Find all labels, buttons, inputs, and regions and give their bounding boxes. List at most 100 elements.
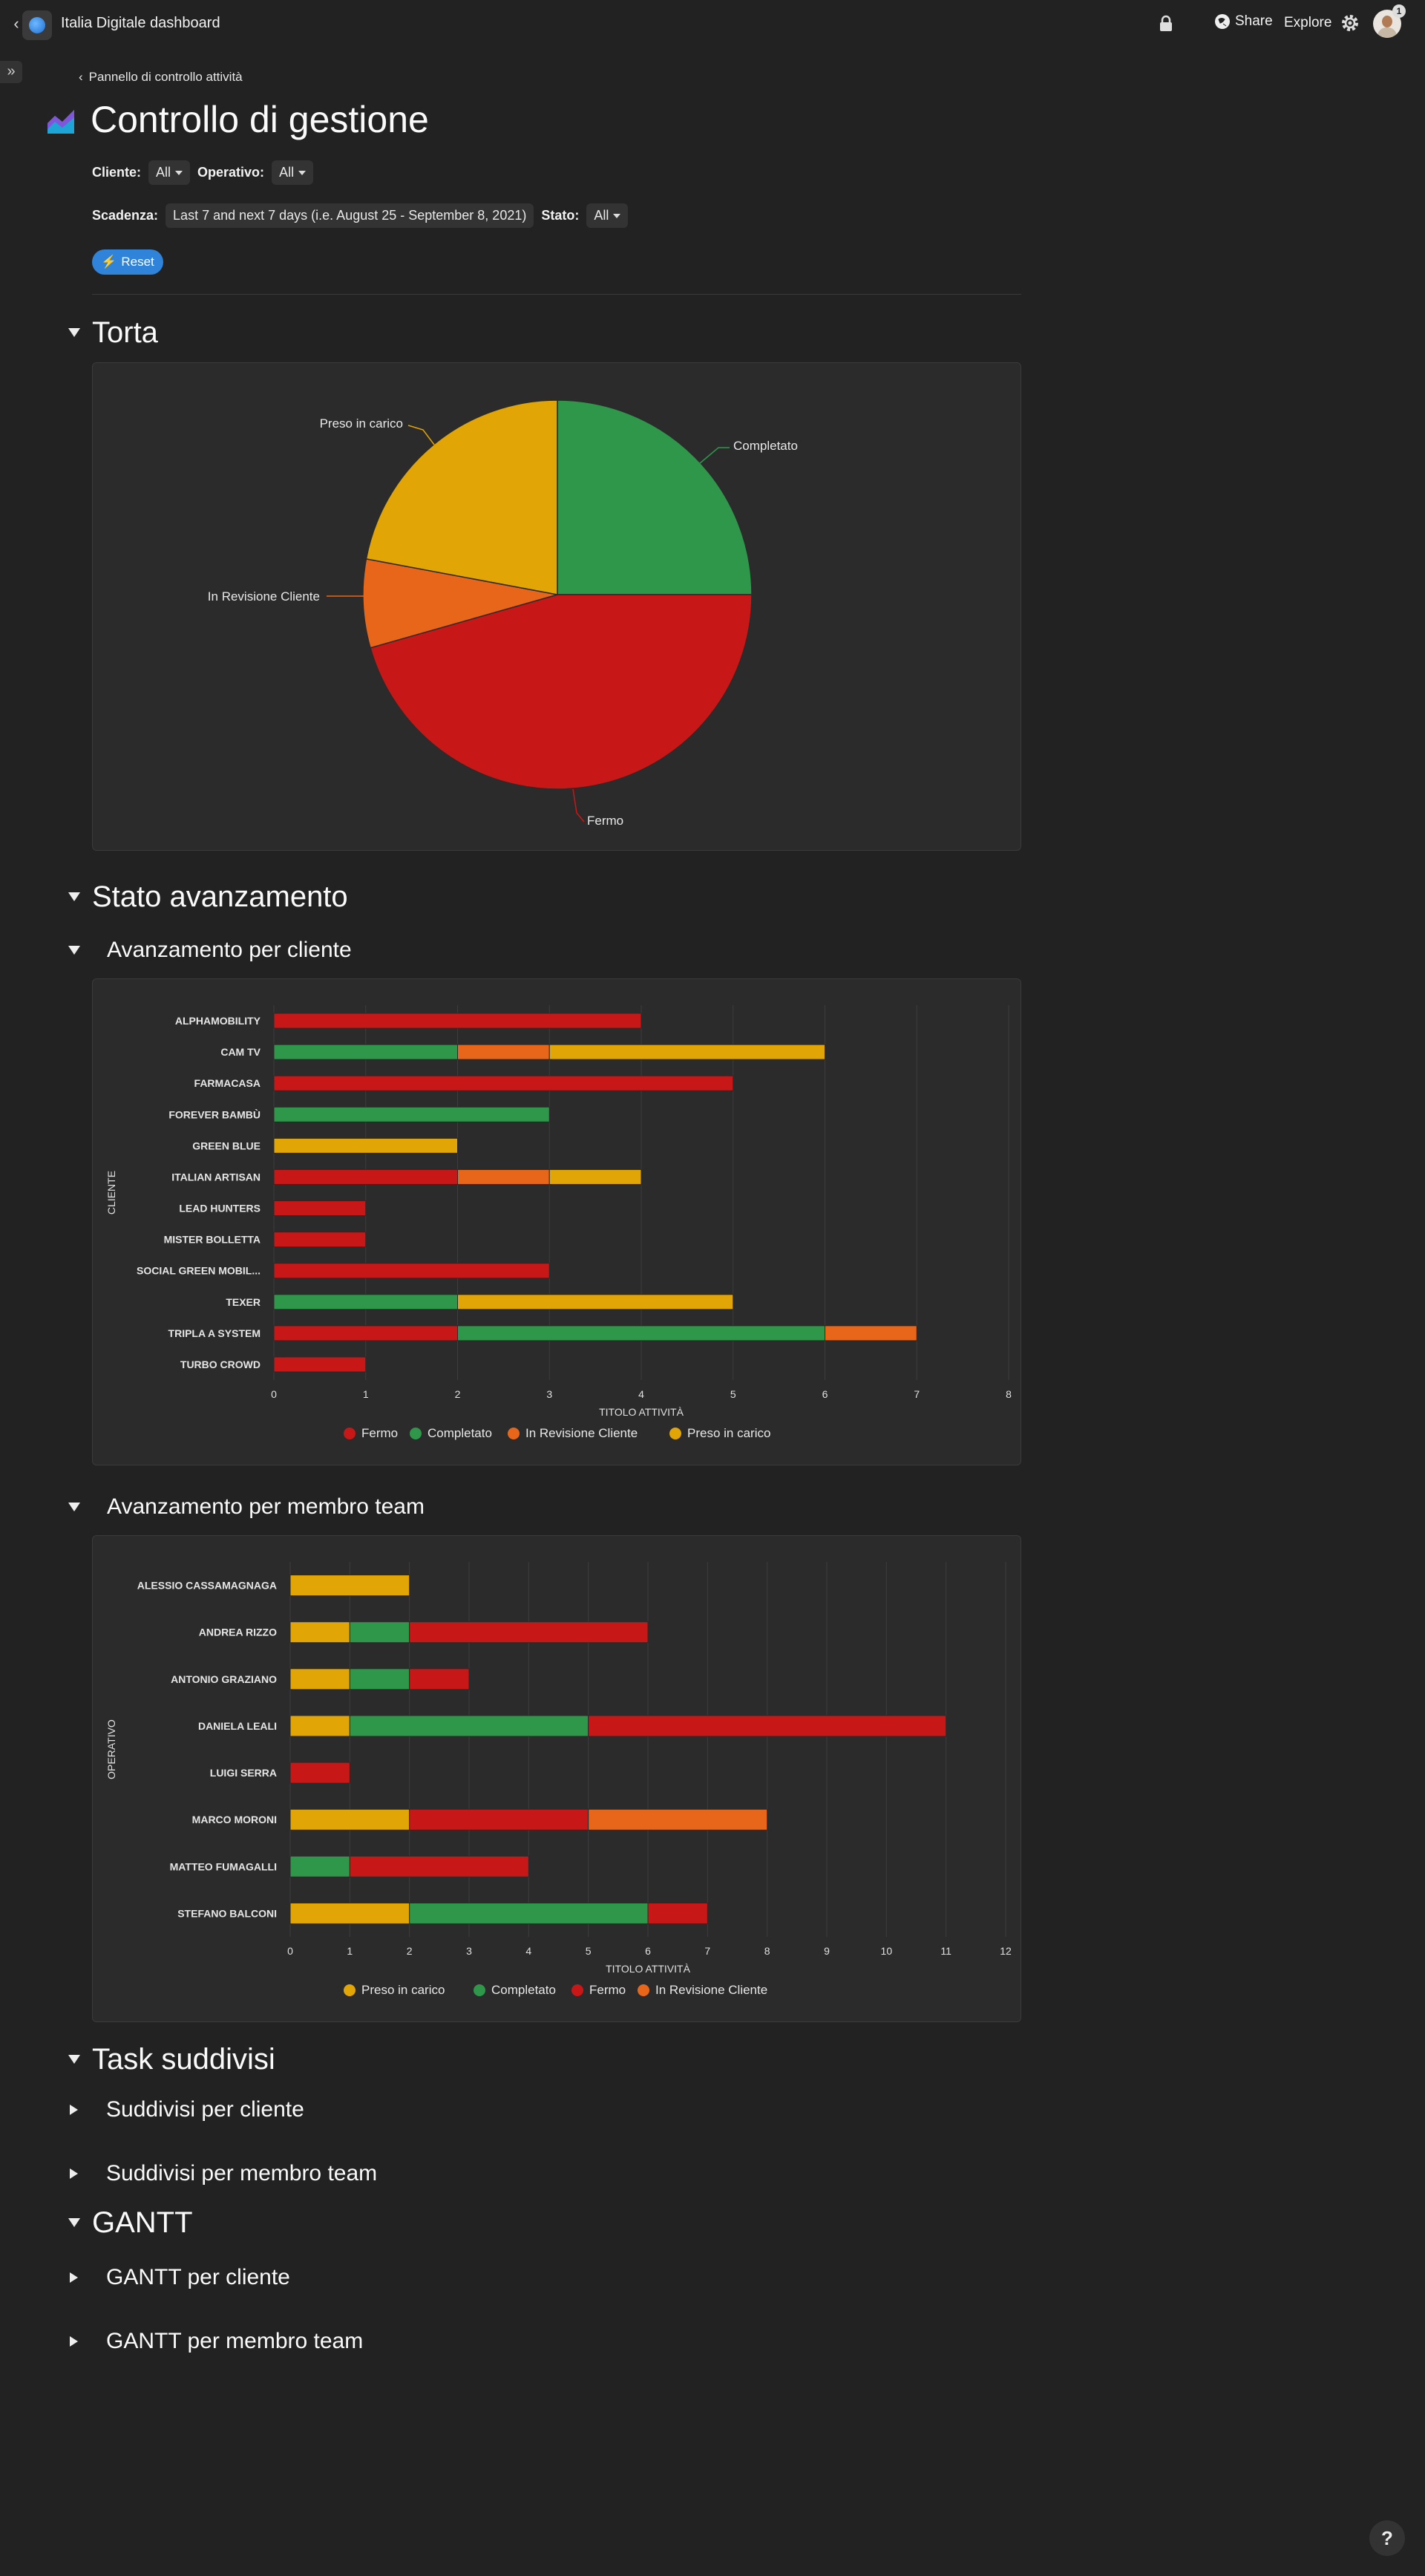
collapse-triangle-icon — [68, 892, 80, 901]
x-axis-title: TITOLO ATTIVITÀ — [606, 1963, 690, 1975]
section-gantt[interactable]: GANTT — [68, 2203, 193, 2242]
gear-icon[interactable] — [1340, 13, 1360, 33]
section-sudd-cliente[interactable]: Suddivisi per cliente — [70, 2095, 304, 2125]
section-gantt-membro[interactable]: GANTT per membro team — [70, 2327, 363, 2356]
bar-completato — [273, 1044, 458, 1060]
expand-triangle-icon — [70, 2168, 78, 2179]
bar-fermo — [273, 1325, 458, 1341]
cliente-filter-label: Cliente: — [92, 165, 142, 180]
stato-filter-label: Stato: — [541, 208, 580, 223]
x-tick-label: 2 — [407, 1945, 413, 1957]
legend-label: Preso in carico — [687, 1426, 770, 1440]
legend-item-completato: Completato — [410, 1426, 492, 1440]
back-chevron-icon[interactable]: ‹ — [13, 14, 19, 33]
help-button[interactable]: ? — [1369, 2520, 1405, 2556]
section-per-membro[interactable]: Avanzamento per membro team — [68, 1492, 425, 1522]
explore-button[interactable]: Explore — [1284, 15, 1332, 30]
operativo-filter-value: All — [279, 165, 295, 180]
x-tick-label: 7 — [914, 1388, 920, 1400]
y-category-label: DANIELA LEALI — [198, 1720, 277, 1732]
section-stato[interactable]: Stato avanzamento — [68, 877, 348, 916]
avatar[interactable] — [1373, 10, 1401, 38]
y-axis-title: OPERATIVO — [105, 1719, 117, 1779]
legend-swatch — [638, 1984, 649, 1996]
filter-row-2: Scadenza: Last 7 and next 7 days (i.e. A… — [92, 203, 629, 228]
legend-label: Completato — [428, 1426, 492, 1440]
collapse-triangle-icon — [68, 1503, 80, 1511]
reset-button[interactable]: ⚡ Reset — [92, 249, 163, 275]
breadcrumb[interactable]: ‹ Pannello di controllo attività — [79, 70, 243, 85]
x-axis-title: TITOLO ATTIVITÀ — [599, 1406, 684, 1418]
bar-completato — [349, 1715, 589, 1737]
y-category-label: MISTER BOLLETTA — [164, 1234, 261, 1246]
sidebar-expand-icon[interactable]: » — [0, 61, 22, 83]
bar-preso-in-carico — [289, 1902, 410, 1924]
pie-slice-completato — [557, 399, 753, 595]
bar-completato — [273, 1106, 550, 1122]
section-gantt-cliente[interactable]: GANTT per cliente — [70, 2263, 290, 2292]
page-title: Controllo di gestione — [91, 99, 429, 140]
scadenza-filter-select[interactable]: Last 7 and next 7 days (i.e. August 25 -… — [166, 203, 534, 228]
bar-completato — [349, 1621, 410, 1644]
legend-item-fermo: Fermo — [571, 1983, 626, 1997]
app-logo[interactable] — [22, 10, 52, 40]
section-task-title: Task suddivisi — [92, 2042, 275, 2076]
bar-completato — [349, 1668, 410, 1690]
x-tick-label: 1 — [347, 1945, 353, 1957]
cliente-filter-select[interactable]: All — [148, 160, 191, 185]
collapse-triangle-icon — [68, 2055, 80, 2064]
legend-label: Completato — [491, 1983, 556, 1997]
legend-swatch — [344, 1428, 356, 1439]
globe-icon — [29, 17, 45, 33]
stato-filter-select[interactable]: All — [586, 203, 629, 228]
bar-completato — [273, 1294, 458, 1310]
section-per-cliente-title: Avanzamento per cliente — [107, 938, 352, 962]
y-category-label: ANTONIO GRAZIANO — [171, 1673, 277, 1685]
section-torta[interactable]: Torta — [68, 313, 158, 352]
pie-label-fermo: Fermo — [587, 814, 623, 828]
x-tick-label: 2 — [455, 1388, 461, 1400]
x-tick-label: 6 — [822, 1388, 828, 1400]
y-category-label: MATTEO FUMAGALLI — [170, 1860, 277, 1872]
bar-fermo — [647, 1902, 708, 1924]
x-tick-label: 12 — [1000, 1945, 1012, 1957]
caret-down-icon — [175, 171, 183, 176]
y-category-label: SOCIAL GREEN MOBIL... — [137, 1265, 261, 1277]
bar-preso-in-carico — [457, 1294, 734, 1310]
bar-preso-in-carico — [289, 1668, 350, 1690]
section-task[interactable]: Task suddivisi — [68, 2040, 275, 2079]
bar-fermo — [349, 1855, 529, 1877]
section-per-cliente[interactable]: Avanzamento per cliente — [68, 935, 352, 965]
y-category-label: MARCO MORONI — [192, 1814, 277, 1825]
bar-in-revisione-cliente — [825, 1325, 917, 1341]
bar-fermo — [588, 1715, 947, 1737]
pie-chart-panel: Completato Fermo In Revisione Cliente Preso… — [92, 362, 1021, 851]
pie-slice-in-revisione-cliente — [362, 558, 558, 649]
filter-row-1: Cliente: All Operativo: All — [92, 160, 314, 185]
x-tick-label: 0 — [287, 1945, 293, 1957]
bar-preso-in-carico — [548, 1044, 825, 1060]
operativo-filter-select[interactable]: All — [272, 160, 314, 185]
x-tick-label: 9 — [824, 1945, 830, 1957]
y-category-label: CAM TV — [220, 1046, 261, 1058]
section-gantt-title: GANTT — [92, 2206, 193, 2239]
section-stato-title: Stato avanzamento — [92, 880, 348, 913]
bar-preso-in-carico — [289, 1808, 410, 1831]
y-category-label: STEFANO BALCONI — [177, 1907, 277, 1919]
operativo-filter-label: Operativo: — [197, 165, 265, 180]
pie-leader-line — [572, 788, 585, 823]
cliente-filter-value: All — [156, 165, 171, 180]
share-button[interactable]: Share — [1214, 13, 1273, 30]
legend-label: Fermo — [589, 1983, 626, 1997]
x-tick-label: 7 — [704, 1945, 710, 1957]
section-per-membro-title: Avanzamento per membro team — [107, 1494, 425, 1519]
y-category-label: ITALIAN ARTISAN — [171, 1171, 261, 1183]
x-tick-label: 4 — [638, 1388, 644, 1400]
lock-icon[interactable] — [1158, 15, 1174, 33]
legend-item-preso-in-carico: Preso in carico — [669, 1426, 770, 1440]
y-category-label: ALESSIO CASSAMAGNAGA — [137, 1580, 277, 1592]
pie-chart: Completato Fermo In Revisione Cliente Preso… — [208, 399, 798, 828]
x-tick-label: 4 — [525, 1945, 531, 1957]
section-sudd-membro[interactable]: Suddivisi per membro team — [70, 2159, 377, 2188]
